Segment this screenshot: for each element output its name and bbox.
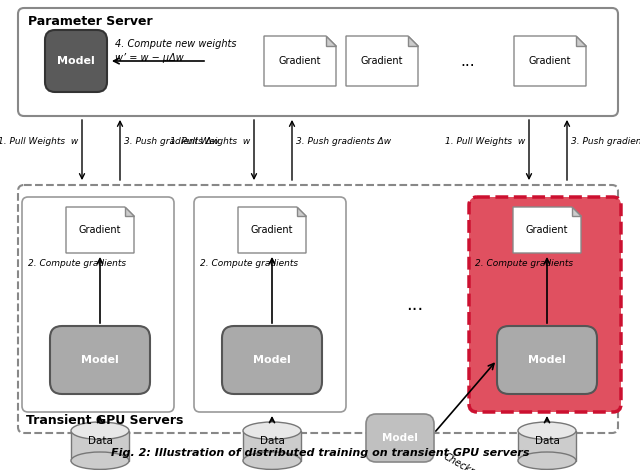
Text: Model: Model <box>253 355 291 365</box>
FancyBboxPatch shape <box>50 326 150 394</box>
Bar <box>518 431 576 461</box>
Text: Model: Model <box>528 355 566 365</box>
Text: 1. Pull Weights  w: 1. Pull Weights w <box>445 138 525 147</box>
FancyBboxPatch shape <box>22 197 174 412</box>
Text: Transient GPU Servers: Transient GPU Servers <box>26 414 184 427</box>
Text: 1. Pull Weights  w: 1. Pull Weights w <box>0 138 78 147</box>
Text: Checkpoint: Checkpoint <box>442 451 495 470</box>
FancyBboxPatch shape <box>222 326 322 394</box>
Polygon shape <box>264 36 336 86</box>
Text: Gradient: Gradient <box>361 56 403 66</box>
Text: Parameter Server: Parameter Server <box>28 15 152 28</box>
FancyBboxPatch shape <box>18 185 618 433</box>
FancyBboxPatch shape <box>366 414 434 462</box>
Text: Model: Model <box>57 56 95 66</box>
Polygon shape <box>326 36 336 46</box>
Polygon shape <box>238 207 306 253</box>
Text: Gradient: Gradient <box>525 225 568 235</box>
Bar <box>71 431 129 461</box>
Text: Gradient: Gradient <box>79 225 121 235</box>
Text: 1. Pull Weights  w: 1. Pull Weights w <box>170 138 250 147</box>
Text: w’ = w − μΔw: w’ = w − μΔw <box>115 53 184 63</box>
Text: Data: Data <box>534 436 559 446</box>
Text: 2. Compute gradients: 2. Compute gradients <box>200 259 298 268</box>
FancyBboxPatch shape <box>497 326 597 394</box>
Text: Data: Data <box>88 436 113 446</box>
Text: Model: Model <box>382 433 418 443</box>
Ellipse shape <box>518 452 576 470</box>
Text: Model: Model <box>81 355 119 365</box>
Polygon shape <box>297 207 306 216</box>
Text: 4. Compute new weights: 4. Compute new weights <box>115 39 237 49</box>
Ellipse shape <box>243 422 301 439</box>
Ellipse shape <box>71 422 129 439</box>
Polygon shape <box>513 207 581 253</box>
FancyBboxPatch shape <box>194 197 346 412</box>
Polygon shape <box>66 207 134 253</box>
Polygon shape <box>576 36 586 46</box>
Polygon shape <box>408 36 418 46</box>
Text: ...: ... <box>461 54 476 69</box>
Text: Fig. 2: Illustration of distributed training on transient GPU servers: Fig. 2: Illustration of distributed trai… <box>111 448 529 458</box>
Polygon shape <box>572 207 581 216</box>
Polygon shape <box>346 36 418 86</box>
Text: Gradient: Gradient <box>529 56 572 66</box>
Polygon shape <box>125 207 134 216</box>
Ellipse shape <box>518 422 576 439</box>
Text: Gradient: Gradient <box>251 225 293 235</box>
Text: 3. Push gradients Δw: 3. Push gradients Δw <box>571 138 640 147</box>
Text: ...: ... <box>406 296 424 313</box>
FancyBboxPatch shape <box>18 8 618 116</box>
Ellipse shape <box>71 452 129 470</box>
Text: 2. Compute gradients: 2. Compute gradients <box>28 259 126 268</box>
Text: Gradient: Gradient <box>279 56 321 66</box>
Bar <box>243 431 301 461</box>
Text: 3. Push gradients Δw: 3. Push gradients Δw <box>124 138 219 147</box>
Ellipse shape <box>243 452 301 470</box>
Text: 3. Push gradients Δw: 3. Push gradients Δw <box>296 138 391 147</box>
FancyBboxPatch shape <box>469 197 621 412</box>
Polygon shape <box>514 36 586 86</box>
Text: 2. Compute gradients: 2. Compute gradients <box>475 259 573 268</box>
Text: Data: Data <box>260 436 284 446</box>
FancyBboxPatch shape <box>45 30 107 92</box>
